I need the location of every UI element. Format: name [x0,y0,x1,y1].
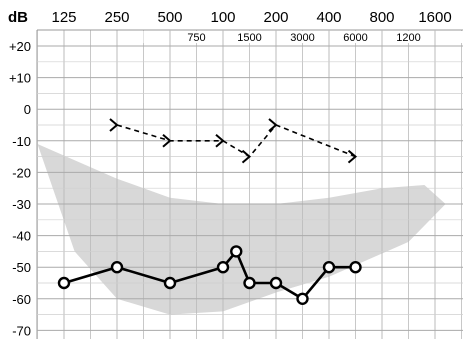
series-solid-point [269,276,283,290]
mid-tick-label: 1500 [237,32,261,44]
top-tick-label: 100 [210,9,235,26]
series-dashed-point [241,149,252,164]
y-tick-label: -20 [12,165,31,180]
db-axis: +20 +10 0 -10 -20 -30 -40 -50 -60 -70 [9,39,31,338]
series-solid-point [163,276,177,290]
mid-tick-label: 1200 [396,32,420,44]
series-solid-point [243,276,256,290]
top-tick-label: 400 [316,9,341,26]
series-solid-point [230,245,243,258]
top-tick-label: 1600 [418,9,451,26]
series-solid-point [216,261,230,274]
grid [36,29,463,339]
series-solid-point [110,261,124,274]
y-tick-label: +10 [9,71,31,86]
series-solid-point [296,292,309,305]
y-tick-label: -10 [12,134,31,149]
normal-range-shade [37,144,446,315]
y-tick-label: -40 [12,229,31,244]
series-solid-line [63,250,356,301]
series-solid-point [349,261,362,274]
top-tick-label: 125 [51,9,76,26]
y-unit-label: dB [8,9,28,26]
top-tick-label: 200 [263,9,288,26]
top-tick-label: 800 [369,9,394,26]
series-dashed-point [347,149,358,164]
frequency-axis: dB 125 250 500 100 200 400 800 1600 [8,9,452,26]
mid-tick-label: 750 [187,32,205,44]
y-tick-label: -60 [12,292,31,307]
series-dashed-point [268,118,278,132]
mid-tick-label: 3000 [290,32,314,44]
top-tick-label: 250 [104,9,129,26]
secondary-frequency-row: 750 1500 3000 6000 1200 [143,30,463,44]
y-tick-label: -30 [12,197,31,212]
y-tick-label: 0 [24,102,31,117]
series-dashed-point [162,134,172,148]
series [57,118,362,305]
series-solid-point [322,261,336,274]
y-tick-label: -70 [12,323,31,338]
top-tick-label: 500 [157,9,182,26]
series-dashed-point [109,118,119,132]
y-tick-label: -50 [12,260,31,275]
mid-tick-label: 6000 [343,32,367,44]
series-dashed-line [116,124,356,158]
y-tick-label: +20 [9,39,31,54]
shaded-region [37,144,446,315]
series-dashed-point [215,134,225,148]
series-solid-point [57,276,71,290]
